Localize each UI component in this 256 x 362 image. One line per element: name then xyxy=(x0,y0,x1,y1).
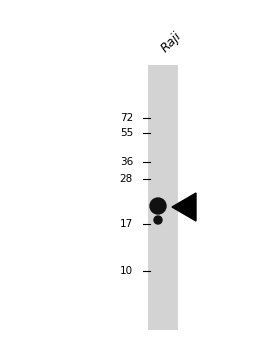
Text: 10: 10 xyxy=(120,266,133,276)
Text: 36: 36 xyxy=(120,157,133,167)
Text: 28: 28 xyxy=(120,174,133,184)
Circle shape xyxy=(150,198,166,214)
Circle shape xyxy=(154,216,162,224)
Text: 55: 55 xyxy=(120,128,133,138)
Text: 17: 17 xyxy=(120,219,133,229)
Text: Raji: Raji xyxy=(159,29,184,55)
Text: 72: 72 xyxy=(120,113,133,123)
Polygon shape xyxy=(172,193,196,221)
Bar xyxy=(148,65,178,330)
